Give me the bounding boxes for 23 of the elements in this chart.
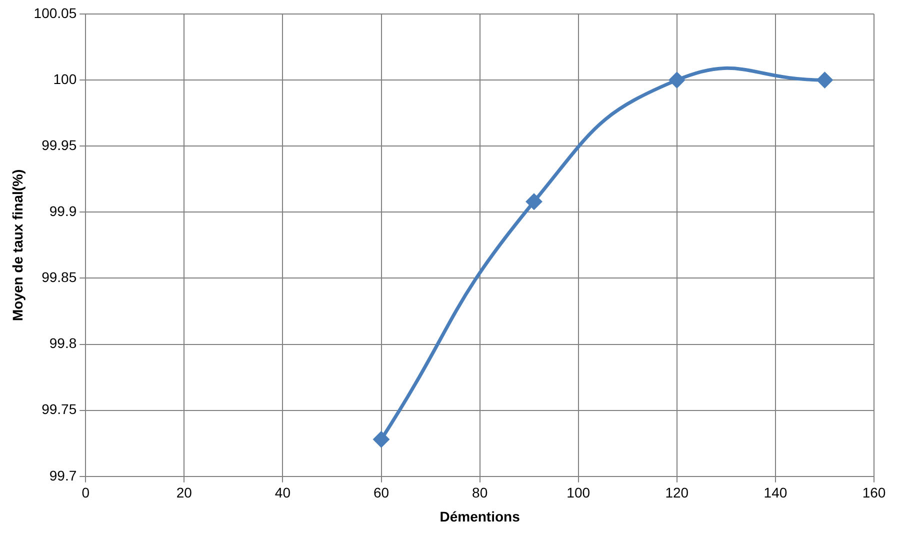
x-tick-label: 0	[82, 484, 90, 501]
x-tick-label: 80	[472, 484, 488, 501]
x-tick-label: 160	[862, 484, 886, 501]
point	[526, 194, 542, 210]
x-tick-label: 40	[274, 484, 291, 501]
x-tick-label: 140	[764, 484, 788, 501]
y-axis-title: Moyen de taux final(%)	[9, 169, 26, 322]
x-tick-label: 60	[373, 484, 390, 501]
x-tick-label: 20	[176, 484, 192, 501]
point	[374, 432, 390, 448]
x-tick-label: 100	[566, 484, 590, 501]
y-tick-label: 100	[53, 70, 77, 87]
y-tick-label: 99.75	[42, 401, 77, 418]
x-tick-label: 120	[665, 484, 689, 501]
point	[816, 72, 832, 88]
y-tick-label: 99.9	[49, 203, 77, 220]
point	[669, 72, 685, 88]
y-tick-label: 99.7	[49, 467, 77, 484]
y-tick-label: 99.95	[42, 136, 77, 153]
y-tick-label: 100.05	[34, 4, 77, 21]
x-axis-title: Démentions	[440, 508, 520, 524]
y-tick-label: 99.8	[49, 335, 77, 352]
y-tick-label: 99.85	[42, 269, 77, 286]
